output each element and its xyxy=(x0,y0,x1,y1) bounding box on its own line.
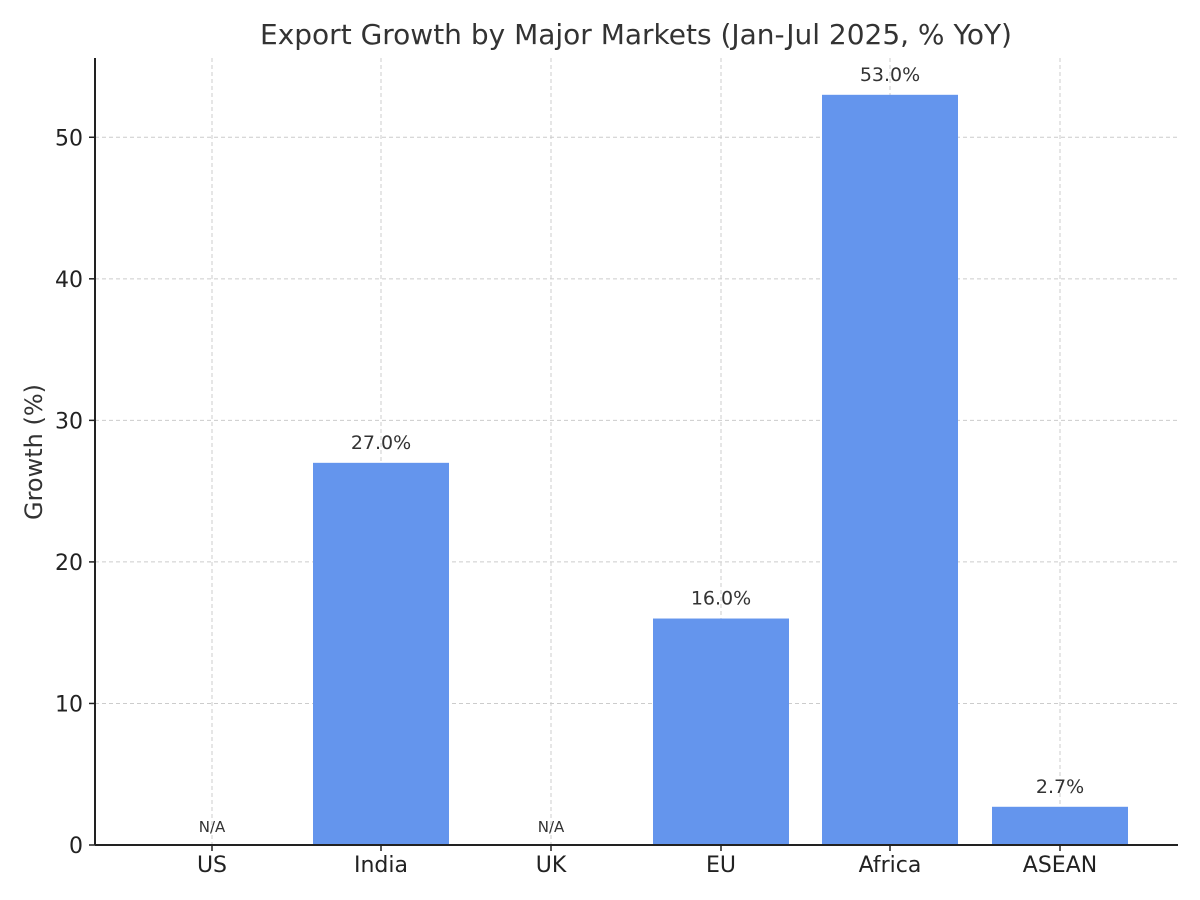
bar-eu xyxy=(653,618,789,845)
x-tick-label-africa: Africa xyxy=(859,853,922,878)
y-tick-label-30: 30 xyxy=(55,409,83,434)
y-axis-label: Growth (%) xyxy=(20,384,48,520)
axis-layer: 0 10 20 30 40 50 US India UK EU Africa ASEAN xyxy=(55,58,1178,878)
x-tick-label-asean: ASEAN xyxy=(1023,853,1097,878)
data-label-layer: N/A 27.0% N/A 16.0% 53.0% 2.7% xyxy=(199,64,1084,836)
x-tick-label-eu: EU xyxy=(706,853,736,878)
data-label-uk: N/A xyxy=(538,818,565,836)
x-tick-label-uk: UK xyxy=(536,853,567,878)
y-tick-label-0: 0 xyxy=(69,834,83,859)
x-tick-label-india: India xyxy=(354,853,408,878)
data-label-africa: 53.0% xyxy=(860,64,920,86)
bar-asean xyxy=(992,806,1128,845)
bar-layer xyxy=(313,94,1128,846)
data-label-us: N/A xyxy=(199,818,226,836)
grid-layer xyxy=(95,58,1178,845)
bar-india xyxy=(313,462,449,845)
y-tick-label-40: 40 xyxy=(55,268,83,293)
x-tick-label-us: US xyxy=(197,853,227,878)
y-tick-label-50: 50 xyxy=(55,126,83,151)
chart-title: Export Growth by Major Markets (Jan-Jul … xyxy=(260,18,1012,51)
bar-africa xyxy=(822,94,958,846)
y-tick-label-20: 20 xyxy=(55,551,83,576)
data-label-eu: 16.0% xyxy=(691,588,751,610)
data-label-india: 27.0% xyxy=(351,432,411,454)
data-label-asean: 2.7% xyxy=(1036,776,1084,798)
y-tick-label-10: 10 xyxy=(55,692,83,717)
